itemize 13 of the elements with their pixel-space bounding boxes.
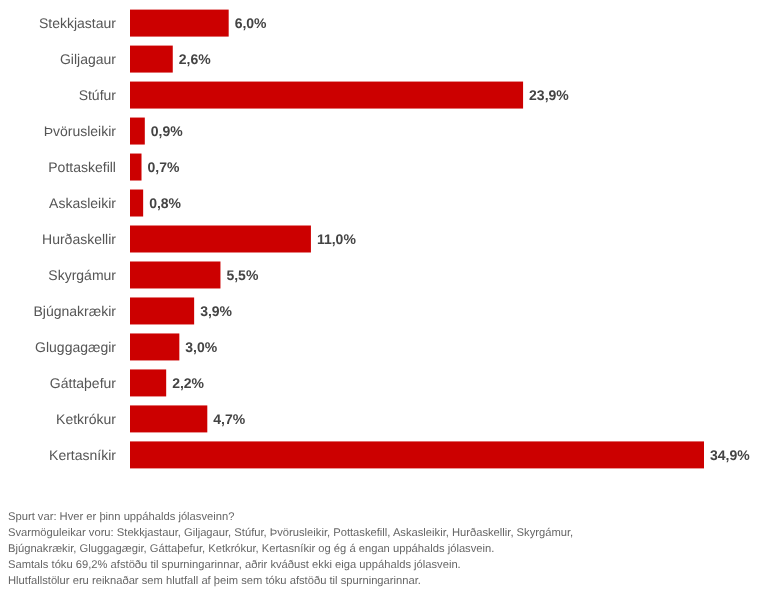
bar [130, 441, 704, 469]
bar [130, 81, 524, 109]
bar [130, 369, 167, 397]
bar [130, 189, 144, 217]
bar [130, 225, 311, 253]
bar [130, 261, 221, 289]
bar [130, 117, 145, 145]
bar [130, 297, 195, 325]
bar [130, 9, 229, 37]
bar [130, 153, 142, 181]
bar [130, 333, 180, 361]
bar [130, 405, 208, 433]
bar [130, 45, 173, 73]
